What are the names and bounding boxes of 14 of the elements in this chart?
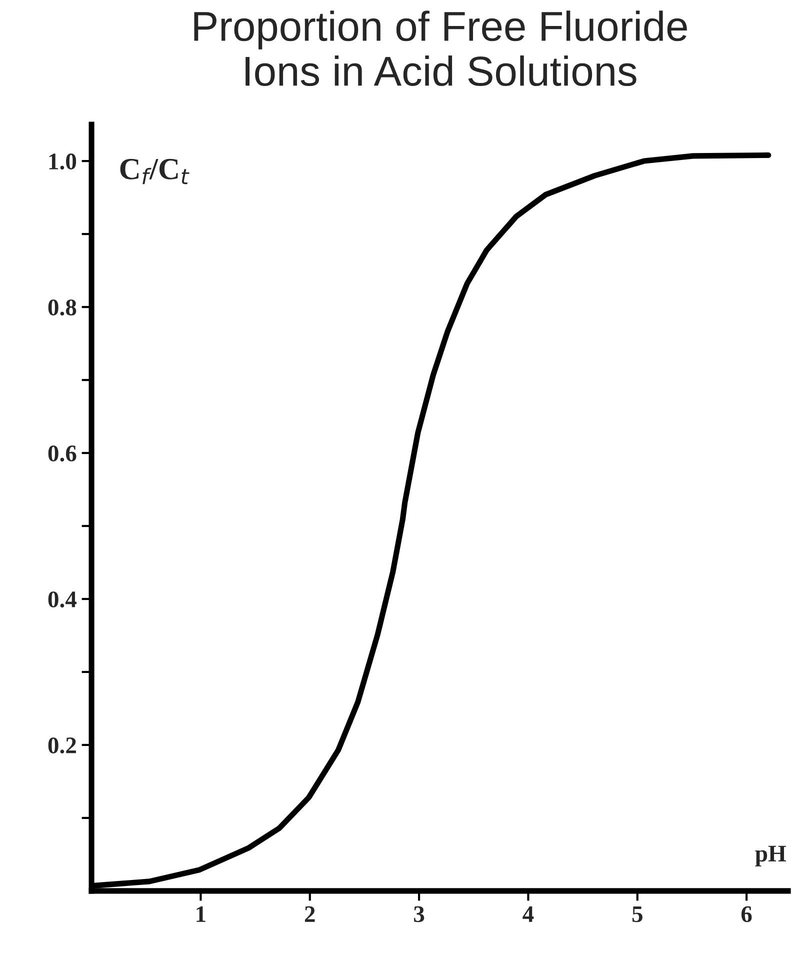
y-tick-label: 0.4 — [48, 591, 77, 608]
x-tick-label: 3 — [414, 906, 424, 922]
x-axis-title: pH — [755, 846, 786, 866]
y-tick-label: 0.8 — [48, 300, 76, 316]
x-tick-label: 4 — [522, 906, 534, 922]
x-tick-label: 5 — [632, 906, 642, 922]
chart-title: Proportion of Free Fluoride Ions in Acid Solutions — [194, 10, 687, 86]
x-tick-label: 6 — [741, 906, 752, 922]
x-tick-label: 2 — [304, 906, 315, 922]
y-tick-label: 0.2 — [48, 737, 76, 754]
x-tick-label: 1 — [196, 906, 206, 922]
y-axis-title: C$_{f}$/C$_{t}$ — [120, 158, 190, 184]
y-tick-label: 1.0 — [49, 154, 76, 170]
y-tick-label: 0.6 — [48, 445, 76, 462]
